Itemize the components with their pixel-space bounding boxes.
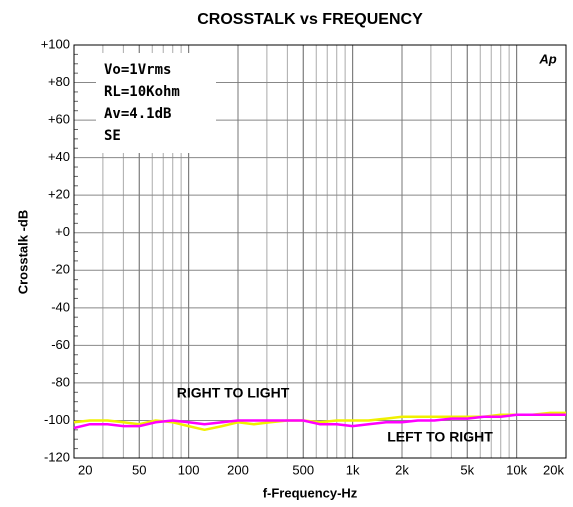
y-tick-label: -80 <box>51 374 70 389</box>
x-tick-label: 100 <box>178 462 200 477</box>
logo: Ap <box>538 51 556 66</box>
x-tick-label: 200 <box>227 462 249 477</box>
y-tick-label: +40 <box>48 149 70 164</box>
notes-box <box>96 53 216 153</box>
x-axis-label: f-Frequency-Hz <box>263 485 358 500</box>
note: RL=10Kohm <box>104 84 180 100</box>
y-tick-label: +60 <box>48 112 70 127</box>
y-tick-label: -100 <box>44 412 70 427</box>
y-tick-label: +80 <box>48 74 70 89</box>
y-tick-label: -20 <box>51 262 70 277</box>
plot-border <box>73 44 567 459</box>
x-tick-label: 20k <box>543 462 564 477</box>
x-tick-label: 500 <box>292 462 314 477</box>
annotation: LEFT TO RIGHT <box>387 429 493 445</box>
x-tick-label: 20 <box>78 462 92 477</box>
chart-title: CROSSTALK vs FREQUENCY <box>197 11 423 28</box>
note: Vo=1Vrms <box>104 62 171 78</box>
x-tick-label: 5k <box>460 462 474 477</box>
note: SE <box>104 128 121 144</box>
y-tick-label: -40 <box>51 299 70 314</box>
y-tick-label: +20 <box>48 187 70 202</box>
annotation: RIGHT TO LIGHT <box>177 385 290 401</box>
note: Av=4.1dB <box>104 106 171 122</box>
y-tick-label: -120 <box>44 449 70 464</box>
y-axis-label: Crosstalk -dB <box>15 210 30 295</box>
y-tick-label: +0 <box>55 224 70 239</box>
x-tick-label: 2k <box>395 462 409 477</box>
series-line <box>73 413 566 430</box>
y-tick-label: +100 <box>41 36 70 51</box>
y-tick-label: -60 <box>51 337 70 352</box>
x-tick-label: 1k <box>346 462 360 477</box>
x-tick-label: 50 <box>132 462 146 477</box>
x-tick-label: 10k <box>506 462 527 477</box>
